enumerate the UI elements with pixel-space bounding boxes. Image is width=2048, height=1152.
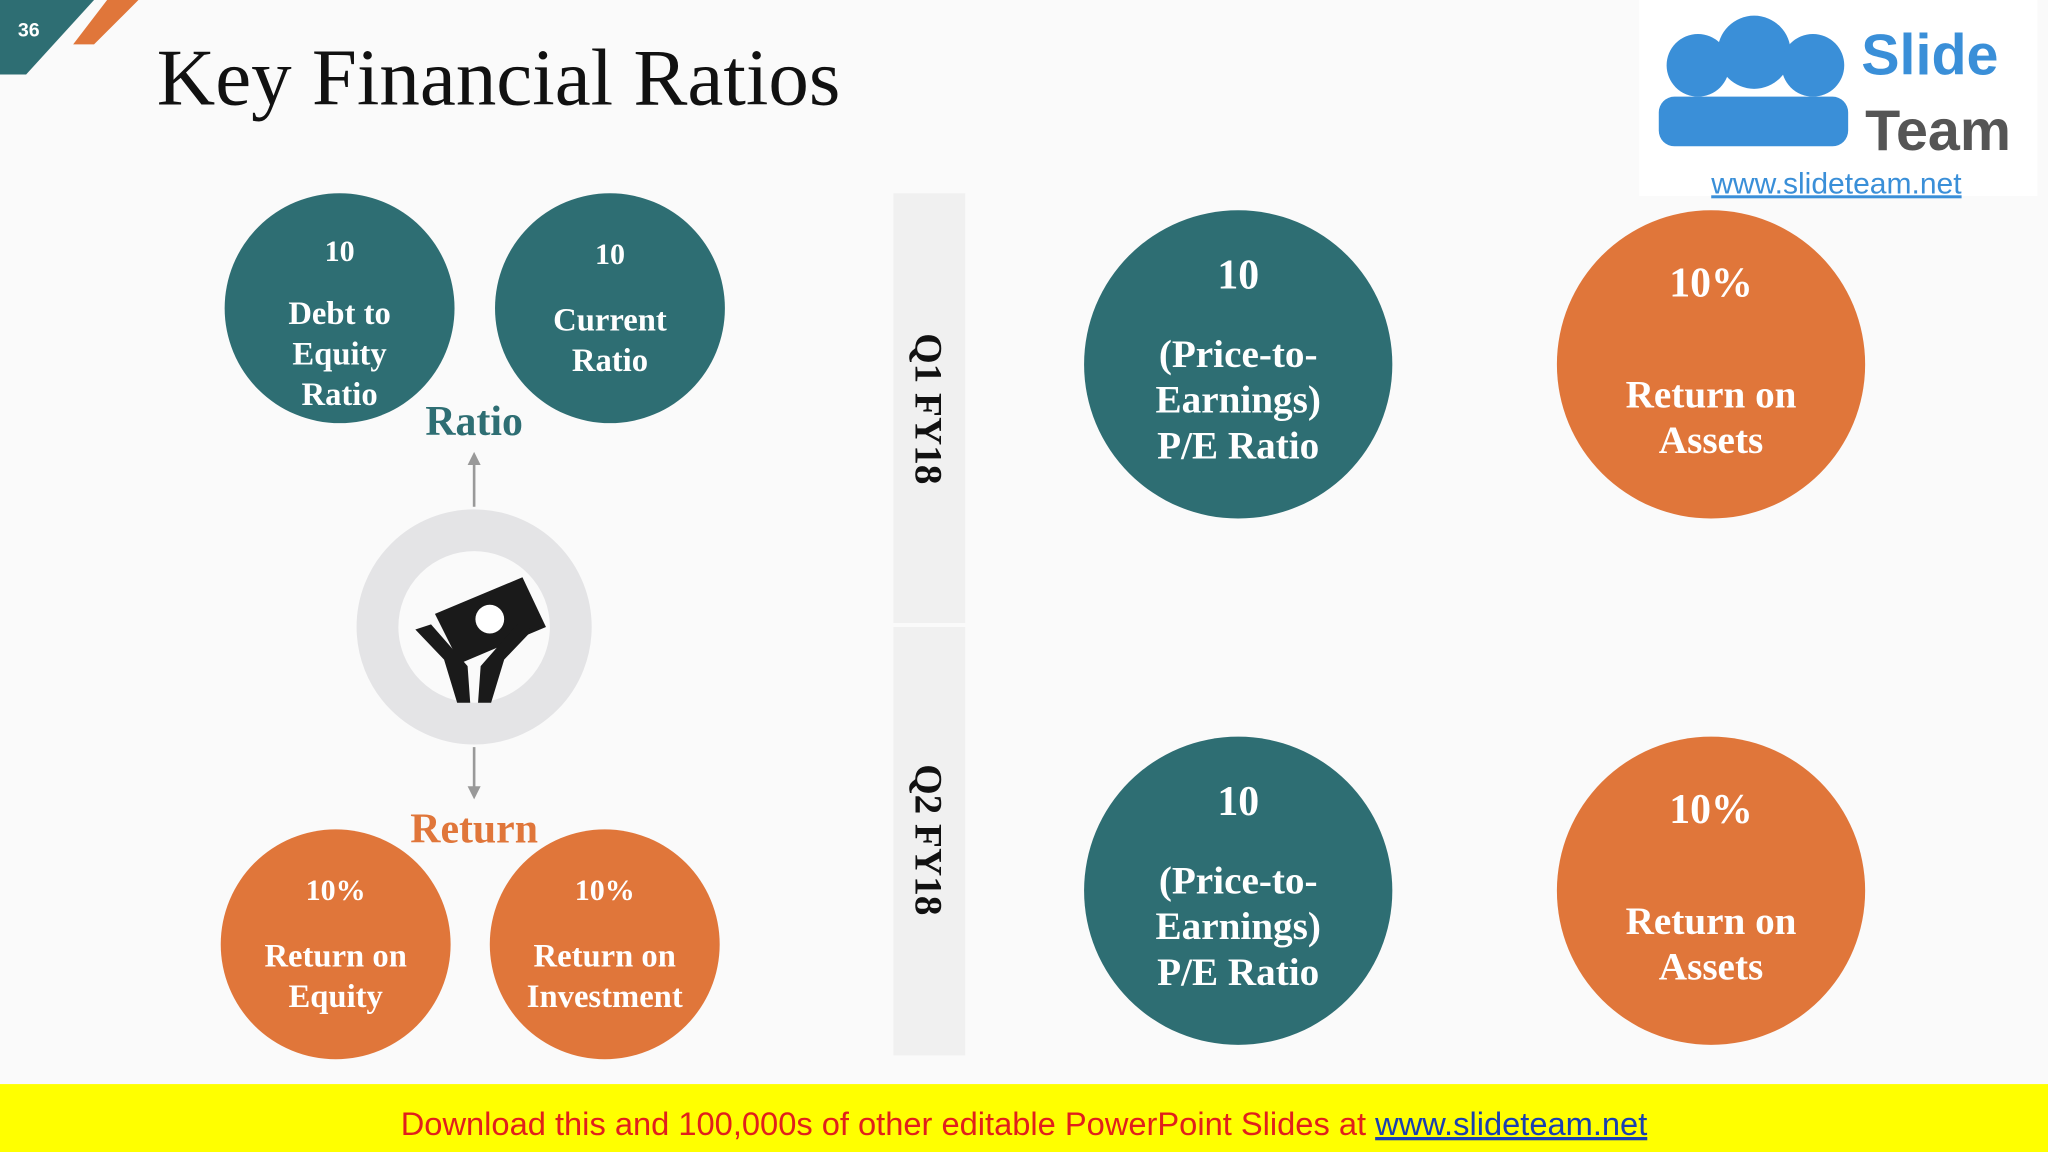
metric-circle	[1556, 210, 1866, 519]
metric-label: Current	[553, 302, 667, 338]
metric-label: P/E Ratio	[1157, 951, 1319, 994]
banner-text: Download this and 100,000s of other edit…	[401, 1105, 1375, 1142]
metric-circle	[495, 193, 725, 424]
metric-label: Investment	[527, 979, 683, 1015]
metric-label: Return on	[1626, 374, 1797, 417]
logo-head	[1781, 33, 1845, 97]
metric-label: Ratio	[302, 377, 378, 413]
corner-stripe	[73, 0, 139, 45]
metric-circle	[1084, 736, 1393, 1045]
quarter-label: Q2 FY18	[907, 764, 950, 915]
metric-circle	[489, 829, 720, 1060]
logo-text: Slide	[1861, 23, 1998, 87]
metric-value: 10%	[1669, 787, 1753, 833]
metric-circle	[1556, 736, 1866, 1045]
arrow-head	[467, 786, 481, 800]
metric-value: 10	[325, 235, 355, 268]
arrow-head	[467, 451, 481, 465]
quarter-bar	[893, 193, 966, 624]
metric-label: (Price-to-	[1159, 333, 1318, 376]
return-label: Return	[410, 806, 538, 852]
title: Key Financial Ratios	[157, 32, 841, 122]
icon-ring	[356, 509, 592, 745]
metric-label: Return on	[264, 939, 406, 975]
metric-value: 10%	[306, 874, 366, 907]
logo-text: Team	[1865, 99, 2011, 163]
metric-label: Debt to	[288, 296, 390, 332]
banner-text: Download this and 100,000s of other edit…	[401, 1105, 1648, 1142]
metric-value: 10	[1217, 253, 1259, 299]
logo-body	[1658, 96, 1849, 147]
metric-label: Earnings)	[1155, 379, 1320, 422]
coin	[475, 604, 505, 634]
metric-value: 10%	[1669, 260, 1753, 306]
metric-label: (Price-to-	[1159, 859, 1318, 902]
metric-circle	[220, 829, 451, 1060]
ratio-label: Ratio	[425, 399, 522, 445]
banner	[0, 1084, 2048, 1152]
metric-label: Return on	[534, 939, 676, 975]
quarter-label: Q1 FY18	[907, 333, 950, 484]
quarter-bar	[893, 626, 966, 1056]
metric-label: Equity	[289, 979, 383, 1015]
metric-circle	[1084, 210, 1393, 519]
metric-label: Return on	[1626, 900, 1797, 943]
metric-value: 10%	[575, 874, 635, 907]
slide-number: 36	[18, 20, 40, 42]
logo: Slide Team www.slideteam.net	[1639, 0, 2038, 200]
metric-label: Assets	[1659, 946, 1763, 989]
metric-value: 10	[595, 238, 625, 271]
hand	[415, 624, 471, 703]
metric-label: Assets	[1659, 419, 1763, 462]
logo-head	[1666, 33, 1730, 97]
hand	[478, 624, 533, 703]
metric-label: Ratio	[572, 343, 648, 379]
corner-shape	[0, 0, 95, 75]
metric-label: Earnings)	[1155, 905, 1320, 948]
logo-url[interactable]: www.slideteam.net	[1710, 167, 1962, 200]
metric-circle	[224, 193, 455, 424]
money-icon	[415, 577, 546, 703]
metric-label: P/E Ratio	[1157, 424, 1319, 467]
logo-head	[1717, 15, 1791, 89]
metric-value: 10	[1217, 779, 1259, 825]
banner-link[interactable]: www.slideteam.net	[1374, 1105, 1647, 1142]
metric-label: Equity	[292, 336, 386, 372]
